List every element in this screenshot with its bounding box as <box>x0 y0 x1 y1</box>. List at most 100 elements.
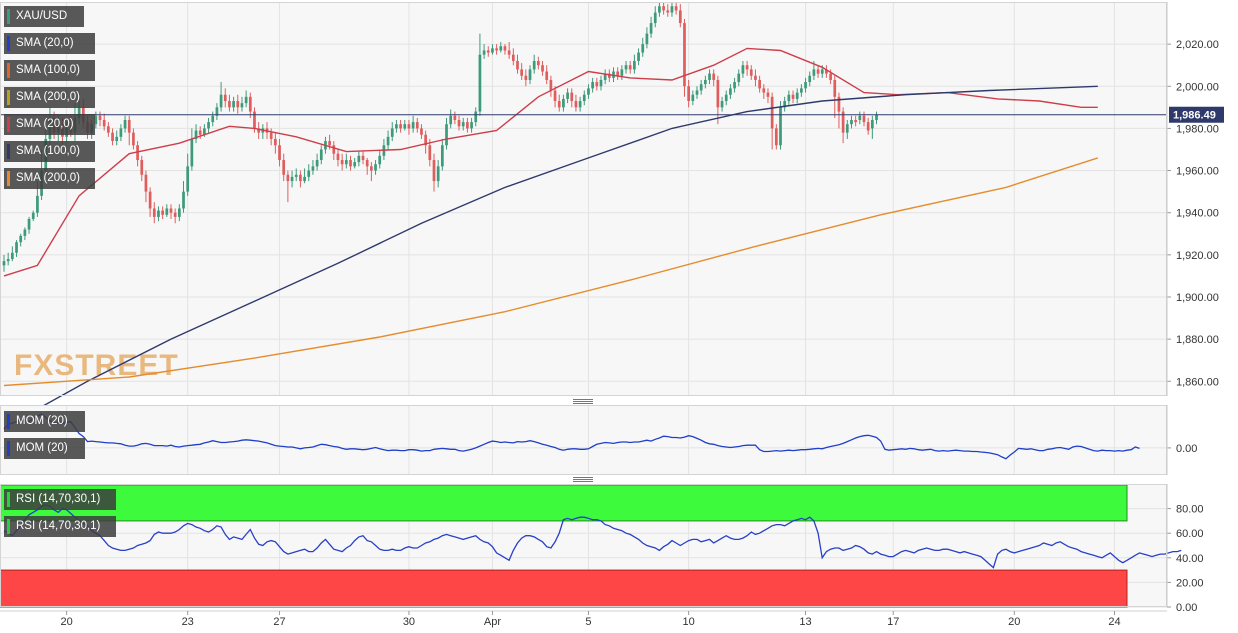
candle-body <box>228 101 231 108</box>
candle-body <box>516 60 519 70</box>
legend-rsi-0[interactable]: RSI (14,70,30,1) <box>4 489 116 510</box>
candle-body <box>670 6 674 13</box>
sma-line-1 <box>3 85 1098 429</box>
candle-body <box>866 122 870 131</box>
candle-body <box>820 69 824 74</box>
legend-sma-5[interactable]: SMA (200,0) <box>4 168 95 189</box>
rsi-oversold-zone <box>0 569 1128 608</box>
last-price-label: 1,986.49 <box>1173 110 1216 122</box>
candle-body <box>716 79 720 108</box>
x-tick-label: 23 <box>182 616 194 628</box>
candle-body <box>703 79 707 85</box>
candle-body <box>825 69 828 74</box>
candle-body <box>361 155 365 161</box>
candle-body <box>653 12 657 24</box>
candle-body <box>211 115 215 123</box>
candle-body <box>733 82 736 89</box>
legend-sma-0[interactable]: SMA (20,0) <box>4 33 95 54</box>
candle-body <box>520 69 524 76</box>
panel-splitter-top[interactable] <box>573 399 593 405</box>
candle-body <box>278 145 281 161</box>
x-tick-label: 30 <box>403 616 415 628</box>
candle-body <box>315 160 319 167</box>
candle-body <box>553 90 557 102</box>
candle-body <box>407 124 411 129</box>
candle-body <box>766 92 770 97</box>
candle-body <box>507 50 511 55</box>
panel-splitter-bottom[interactable] <box>573 477 593 483</box>
candle-body <box>758 79 761 89</box>
candle-body <box>215 107 219 116</box>
candle-body <box>837 96 841 112</box>
candle-body <box>854 119 857 123</box>
legend-symbol[interactable]: XAU/USD <box>4 6 84 27</box>
legend-rsi-swatch <box>7 492 10 507</box>
candle-body <box>319 149 323 161</box>
candle-body <box>603 73 607 80</box>
candle-body <box>232 101 235 108</box>
x-tick-label: 5 <box>585 616 591 628</box>
candle-body <box>587 88 590 95</box>
candle-body <box>424 134 428 146</box>
momentum-panel[interactable]: 0.00 <box>0 405 1197 475</box>
candle-body <box>658 6 661 13</box>
candle-body <box>390 128 394 137</box>
sma-line-2 <box>3 157 1099 387</box>
candle-body <box>378 155 382 165</box>
candle-body <box>708 73 711 80</box>
legend-sma-4[interactable]: SMA (100,0) <box>4 141 95 162</box>
candle-body <box>720 101 724 108</box>
candle-body <box>432 160 436 182</box>
legend-mom-1[interactable]: MOM (20) <box>4 438 85 459</box>
price-ytick-label: 2,020.00 <box>1176 39 1219 51</box>
candle-body <box>27 219 31 230</box>
candle-body <box>620 69 624 76</box>
candle-body <box>762 88 766 93</box>
candle-body <box>578 101 582 108</box>
legend-rsi-1[interactable]: RSI (14,70,30,1) <box>4 516 116 537</box>
price-ytick-label: 1,920.00 <box>1176 250 1219 262</box>
candle-body <box>557 101 561 108</box>
legend-sma-1[interactable]: SMA (100,0) <box>4 60 95 81</box>
candle-body <box>248 96 252 112</box>
candle-body <box>411 122 415 129</box>
candle-body <box>115 136 119 142</box>
rsi-overbought-zone <box>0 484 1128 522</box>
candle-body <box>724 94 728 102</box>
candle-body <box>816 69 820 74</box>
mom-ytick-label: 0.00 <box>1176 443 1197 455</box>
candle-body <box>841 111 845 133</box>
candle-body <box>357 155 361 163</box>
candle-body <box>449 115 453 125</box>
candle-body <box>595 82 599 87</box>
candle-body <box>787 94 791 102</box>
candle-body <box>207 122 210 129</box>
candle-body <box>436 166 440 182</box>
candle-body <box>599 79 603 87</box>
candle-body <box>482 50 486 55</box>
candle-body <box>591 82 594 89</box>
price-panel[interactable]: 1,860.00 1,880.00 1,900.00 1,920.00 1,940.00… <box>0 2 1224 429</box>
candle-body <box>695 90 699 95</box>
candle-body <box>645 33 649 45</box>
legend-mom-0[interactable]: MOM (20) <box>4 411 85 432</box>
candle-body <box>98 115 102 120</box>
legend-sma-2[interactable]: SMA (200,0) <box>4 87 95 108</box>
candle-body <box>177 208 181 217</box>
candle-body <box>140 160 144 175</box>
candle-body <box>845 124 849 133</box>
candle-body <box>637 52 640 61</box>
candle-body <box>495 48 498 51</box>
legend-sma-3[interactable]: SMA (20,0) <box>4 114 95 135</box>
candle-body <box>10 252 14 260</box>
rsi-panel[interactable]: 0.00 20.00 40.00 60.00 80.00 <box>0 484 1204 614</box>
legend-sma-label: SMA (200,0) <box>16 91 80 103</box>
candle-body <box>303 176 306 182</box>
candle-body <box>399 124 402 129</box>
legend-mom-swatch <box>7 441 10 456</box>
x-tick-label: 20 <box>1008 616 1020 628</box>
candle-body <box>365 160 369 167</box>
price-ytick-label: 1,900.00 <box>1176 292 1219 304</box>
rsi-ytick-label: 80.00 <box>1176 504 1204 516</box>
